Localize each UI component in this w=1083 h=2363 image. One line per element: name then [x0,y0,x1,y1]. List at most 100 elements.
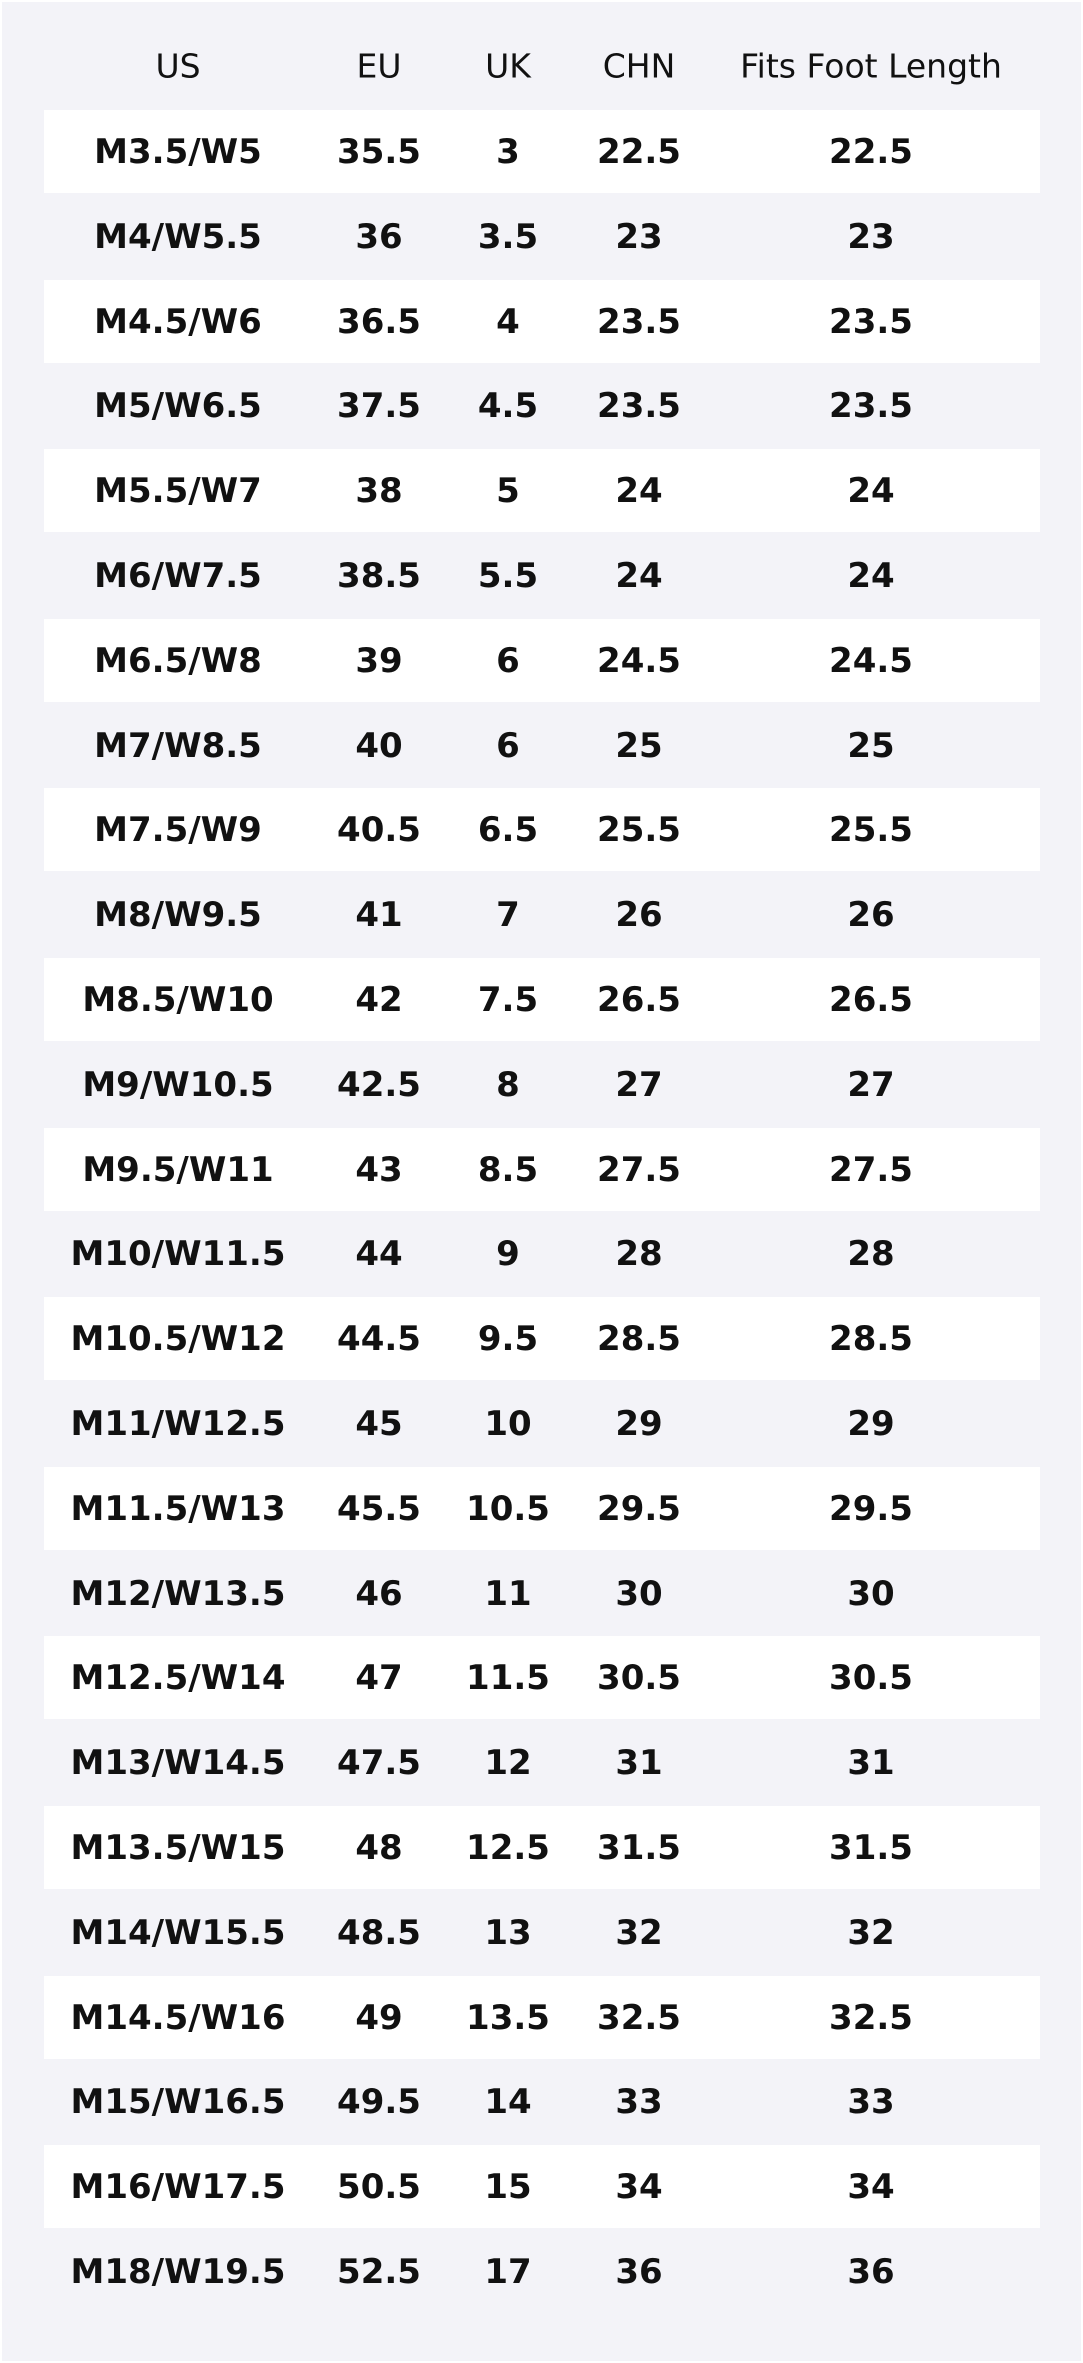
table-cell: 25.5 [829,810,913,851]
table-cell: 6 [496,640,520,681]
header-cell: EU [356,46,402,86]
table-cell: 34 [615,2167,663,2208]
table-cell: 7 [496,895,520,936]
table-cell: 23.5 [829,301,913,342]
table-cell: 26.5 [829,980,913,1020]
table-cell: 11.5 [466,1658,550,1699]
row-band [44,449,1040,533]
table-cell: 23 [615,216,663,257]
table-cell: M12/W13.5 [70,1573,286,1614]
table-cell: 26 [615,895,663,936]
row-band [44,618,1040,702]
table-cell: 46 [355,1573,403,1614]
table-cell: 30.5 [829,1658,913,1699]
table-cell: 27 [615,1064,663,1105]
table-cell: 37.5 [337,386,421,427]
table-cell: 28.5 [597,1319,681,1360]
table-cell: 39 [355,640,403,681]
table-cell: 31.5 [829,1828,913,1868]
table-cell: 45.5 [337,1488,421,1529]
table-cell: M12.5/W14 [70,1658,286,1699]
table-cell: M9.5/W11 [82,1149,274,1190]
table-cell: 27 [847,1064,895,1105]
table-cell: 24.5 [829,640,913,681]
table-cell: 10 [484,1404,532,1444]
table-cell: M10/W11.5 [70,1234,286,1275]
table-cell: 47.5 [337,1743,421,1784]
table-cell: 28.5 [829,1319,913,1360]
header-cell: US [155,46,201,86]
table-cell: M13.5/W15 [70,1828,286,1868]
table-cell: 6 [496,725,520,766]
table-cell: 29 [847,1404,895,1444]
table-cell: 42.5 [337,1064,421,1105]
table-cell: 30 [615,1573,663,1614]
row-band [44,1297,1040,1381]
table-cell: 4 [496,301,520,342]
table-cell: 12.5 [466,1828,550,1868]
table-cell: M11/W12.5 [70,1404,286,1444]
table-cell: 9 [496,1234,520,1275]
row-band [44,958,1040,1041]
table-cell: 43 [355,1149,403,1190]
row-band [44,1466,1040,1550]
table-cell: M7.5/W9 [94,810,262,851]
table-cell: 44.5 [337,1319,421,1360]
table-cell: M9/W10.5 [82,1064,274,1105]
table-cell: 45 [355,1404,403,1444]
table-cell: 3 [496,132,520,172]
row-band [44,1127,1040,1211]
table-cell: M10.5/W12 [70,1319,286,1360]
table-cell: 26.5 [597,980,681,1020]
table-cell: 8 [496,1064,520,1105]
table-cell: M7/W8.5 [94,725,262,766]
table-cell: 38 [355,471,403,512]
table-cell: 10.5 [466,1488,550,1529]
table-cell: 28 [615,1234,663,1275]
table-cell: 35.5 [337,132,421,172]
table-cell: 5.5 [477,556,539,596]
table-cell: 22.5 [597,132,681,172]
table-cell: M8.5/W10 [82,980,274,1020]
table-cell: M16/W17.5 [70,2167,286,2208]
table-cell: 24 [847,556,895,596]
table-cell: 13 [484,1912,532,1953]
table-cell: 50.5 [337,2167,421,2208]
table-cell: 6.5 [477,810,539,851]
table-cell: 9.5 [477,1319,539,1360]
table-cell: M5.5/W7 [94,471,262,512]
table-cell: 32.5 [597,1997,681,2038]
table-cell: 33 [615,2082,663,2123]
table-cell: M6/W7.5 [94,556,262,596]
table-cell: 36 [847,2252,895,2292]
table-cell: 32 [847,1912,895,1953]
table-cell: 27.5 [829,1149,913,1190]
table-cell: M14/W15.5 [70,1912,286,1953]
table-cell: 17 [484,2252,532,2292]
row-band [44,1975,1040,2059]
table-cell: 4.5 [477,386,539,427]
table-cell: 24 [847,471,895,512]
table-cell: 48.5 [337,1912,421,1953]
table-cell: 14 [484,2082,532,2123]
table-cell: M4.5/W6 [94,301,262,342]
table-cell: 32.5 [829,1997,913,2038]
table-cell: M14.5/W16 [70,1997,286,2038]
table-cell: 30.5 [597,1658,681,1699]
header-cell: UK [485,46,531,86]
table-cell: M6.5/W8 [94,640,262,681]
table-cell: 36.5 [337,301,421,342]
row-band [44,1636,1040,1720]
table-cell: 49.5 [337,2082,421,2123]
table-cell: 3.5 [477,216,539,257]
table-cell: 25 [615,725,663,766]
table-cell: 36 [355,216,403,257]
table-cell: 5 [496,471,520,512]
table-cell: 48 [355,1828,403,1868]
table-cell: 22.5 [829,132,913,172]
table-cell: 34 [847,2167,895,2208]
table-cell: 29.5 [829,1488,913,1529]
table-cell: 28 [847,1234,895,1275]
table-cell: 40 [355,725,403,766]
table-cell: 32 [615,1912,663,1953]
